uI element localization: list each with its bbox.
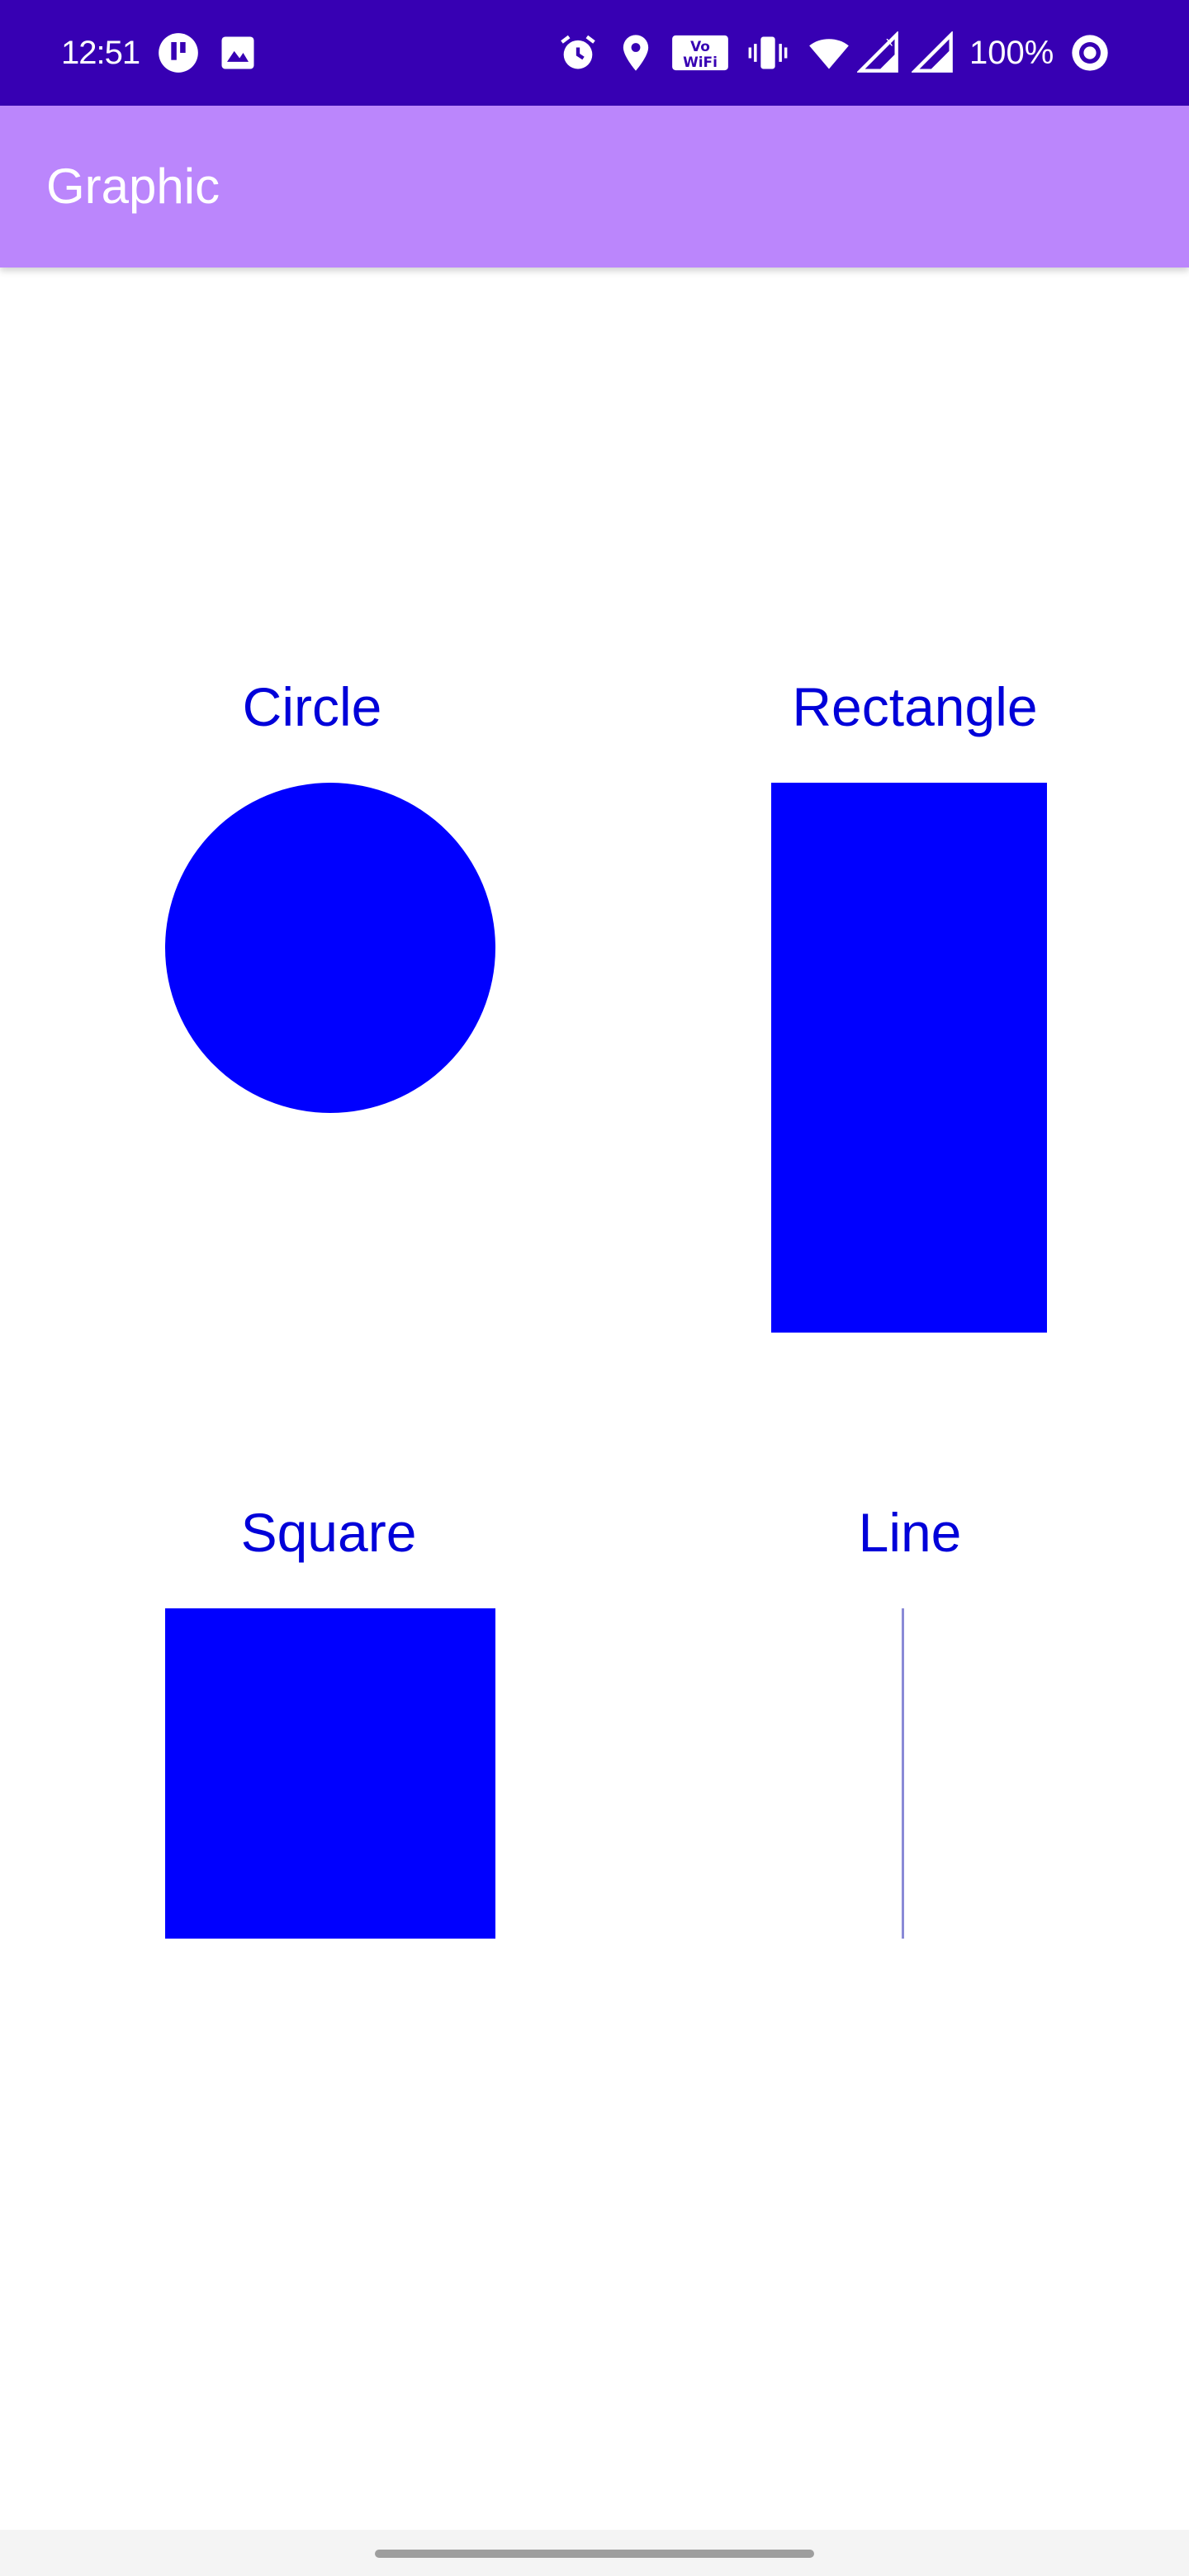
square-label: Square	[240, 1502, 417, 1563]
home-gesture-handle[interactable]	[375, 2550, 814, 2558]
status-bar: 12:51 Vo WiFi x 100%	[0, 0, 1189, 106]
rectangle-shape	[771, 783, 1047, 1333]
line-label: Line	[858, 1502, 962, 1563]
sync-circle-icon	[1068, 31, 1111, 74]
status-time: 12:51	[61, 35, 140, 71]
rectangle-label: Rectangle	[792, 676, 1038, 737]
vowifi-icon: Vo WiFi	[670, 31, 730, 74]
notification-app-icon	[157, 31, 200, 74]
wifi-icon	[808, 31, 850, 74]
svg-text:Vo: Vo	[690, 38, 710, 54]
app-bar: Graphic	[0, 106, 1189, 268]
line-shape	[902, 1608, 904, 1939]
vibrate-icon	[746, 31, 789, 74]
signal-icon	[912, 31, 955, 74]
signal-no-data-icon: x	[857, 31, 900, 74]
svg-text:x: x	[886, 34, 893, 49]
app-title: Graphic	[46, 159, 220, 214]
navigation-bar	[0, 2530, 1189, 2576]
circle-label: Circle	[242, 676, 382, 737]
square-shape	[165, 1608, 495, 1939]
location-icon	[614, 31, 657, 74]
alarm-icon	[557, 31, 599, 74]
svg-text:WiFi: WiFi	[683, 54, 718, 70]
circle-shape	[165, 783, 495, 1113]
battery-percentage: 100%	[969, 35, 1054, 71]
image-icon	[216, 31, 259, 74]
